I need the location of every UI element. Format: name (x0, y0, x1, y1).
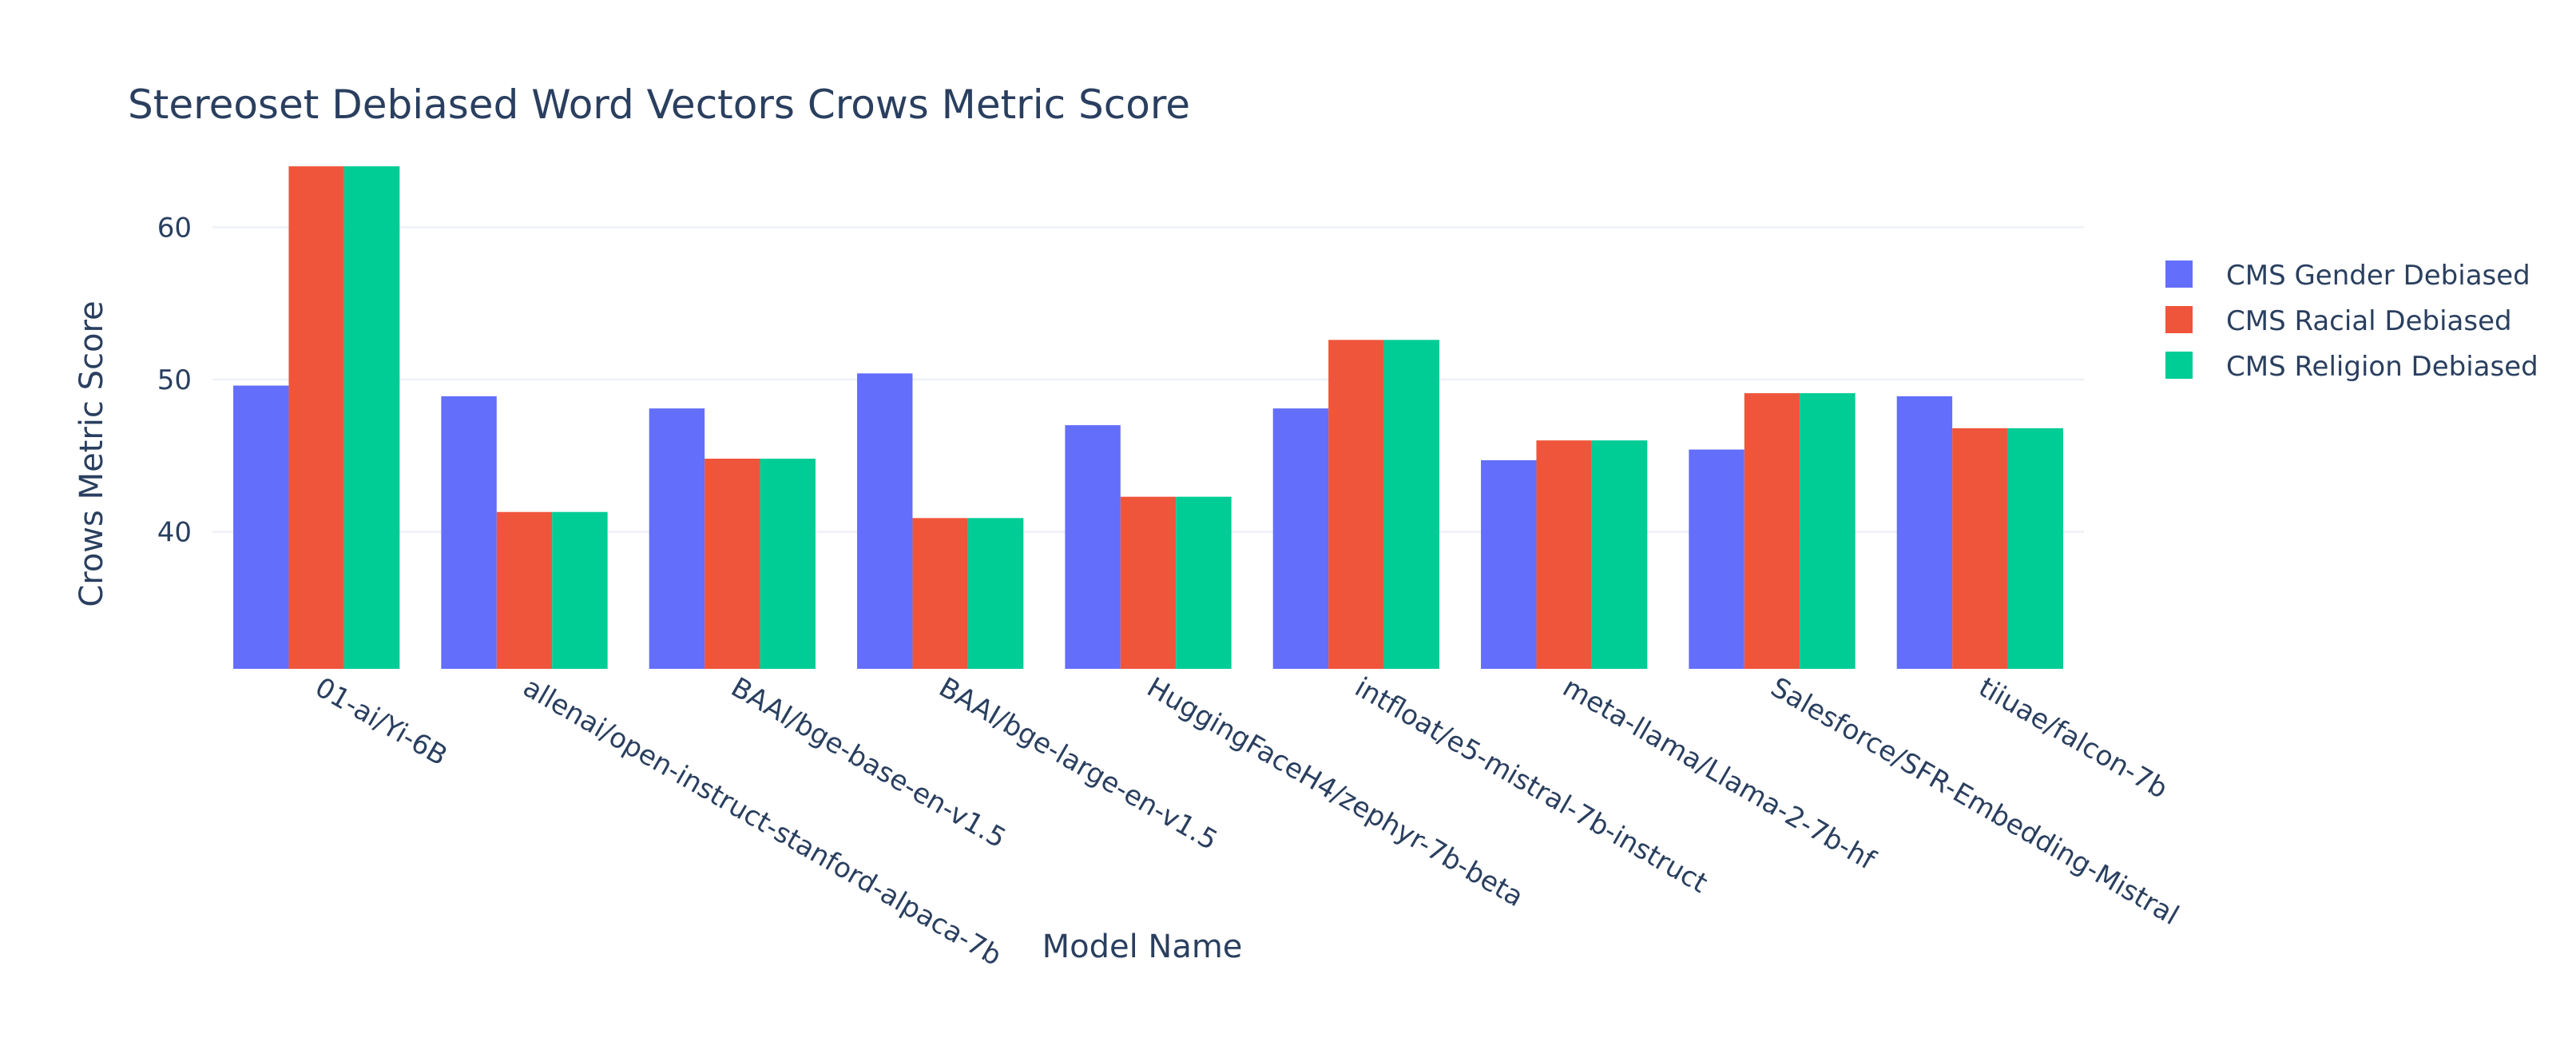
bar-0-1[interactable] (288, 166, 344, 670)
bar-7-1[interactable] (1744, 393, 1800, 669)
legend-label-2: CMS Religion Debiased (2226, 351, 2538, 383)
chart-title: Stereoset Debiased Word Vectors Crows Me… (128, 82, 1190, 128)
bar-8-1[interactable] (1952, 428, 2008, 669)
legend[interactable]: CMS Gender Debiased CMS Racial Debiased CM… (2165, 260, 2538, 383)
bar-3-1[interactable] (912, 518, 968, 669)
bar-0-2[interactable] (343, 166, 400, 670)
bar-7-2[interactable] (1800, 393, 1856, 669)
bar-4-1[interactable] (1120, 496, 1177, 669)
y-axis-title: Crows Metric Score (73, 300, 110, 606)
bar-1-1[interactable] (496, 511, 553, 669)
bars (233, 166, 2063, 670)
bar-1-0[interactable] (441, 396, 497, 669)
legend-label-1: CMS Racial Debiased (2226, 305, 2512, 337)
bar-1-2[interactable] (552, 511, 608, 669)
bar-2-1[interactable] (705, 459, 760, 669)
bar-5-0[interactable] (1272, 408, 1329, 669)
y-tick-label-1: 50 (157, 364, 192, 396)
bar-5-2[interactable] (1383, 340, 1439, 669)
legend-swatch-0 (2165, 260, 2193, 288)
bar-4-2[interactable] (1176, 496, 1232, 669)
bar-8-2[interactable] (2007, 428, 2063, 669)
bar-2-0[interactable] (649, 408, 705, 669)
bar-3-0[interactable] (857, 373, 913, 669)
legend-item-2[interactable]: CMS Religion Debiased (2165, 351, 2538, 383)
bar-6-2[interactable] (1591, 440, 1648, 669)
bar-0-0[interactable] (233, 385, 289, 669)
y-axis-ticks: 40 50 60 (157, 212, 192, 548)
y-tick-label-2: 60 (157, 212, 192, 244)
bar-3-2[interactable] (967, 518, 1024, 669)
bar-6-0[interactable] (1481, 459, 1537, 669)
bar-2-2[interactable] (760, 459, 816, 669)
bar-5-1[interactable] (1328, 340, 1384, 669)
legend-item-1[interactable]: CMS Racial Debiased (2165, 305, 2512, 337)
bar-7-0[interactable] (1689, 449, 1744, 669)
y-tick-label-0: 40 (157, 516, 192, 548)
bar-6-1[interactable] (1536, 440, 1592, 669)
legend-label-0: CMS Gender Debiased (2226, 260, 2530, 292)
bar-4-0[interactable] (1065, 425, 1121, 669)
bar-8-0[interactable] (1896, 396, 1953, 669)
legend-item-0[interactable]: CMS Gender Debiased (2165, 260, 2530, 292)
legend-swatch-2 (2165, 352, 2193, 379)
legend-swatch-1 (2165, 306, 2193, 333)
x-axis-title: Model Name (1042, 929, 1243, 965)
